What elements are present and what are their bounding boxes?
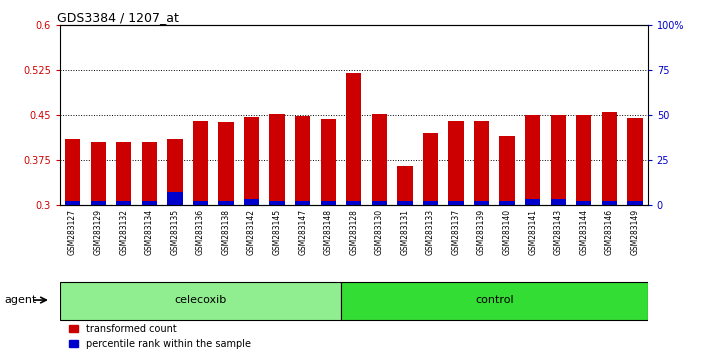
Bar xyxy=(65,139,80,205)
Text: GSM283148: GSM283148 xyxy=(324,209,333,255)
Bar xyxy=(627,118,643,205)
Text: GSM283139: GSM283139 xyxy=(477,209,486,255)
Bar xyxy=(218,201,234,205)
Bar xyxy=(142,142,157,205)
Bar xyxy=(218,122,234,205)
Bar xyxy=(448,201,464,205)
Text: GSM283129: GSM283129 xyxy=(94,209,103,255)
Text: GSM283131: GSM283131 xyxy=(401,209,410,255)
Text: GSM283143: GSM283143 xyxy=(554,209,562,255)
Bar xyxy=(270,201,284,205)
Text: celecoxib: celecoxib xyxy=(175,295,227,305)
Bar xyxy=(423,133,438,205)
Text: GSM283136: GSM283136 xyxy=(196,209,205,255)
Bar xyxy=(525,115,541,205)
Text: GSM283142: GSM283142 xyxy=(247,209,256,255)
Bar xyxy=(602,112,617,205)
Bar xyxy=(270,114,284,205)
Text: GSM283134: GSM283134 xyxy=(145,209,153,255)
Bar xyxy=(474,121,489,205)
Legend: transformed count, percentile rank within the sample: transformed count, percentile rank withi… xyxy=(65,320,255,353)
Text: GSM283141: GSM283141 xyxy=(528,209,537,255)
Text: GSM283127: GSM283127 xyxy=(68,209,77,255)
Bar xyxy=(320,119,336,205)
Bar xyxy=(167,192,182,205)
Bar xyxy=(551,115,566,205)
Text: agent: agent xyxy=(5,295,37,305)
Bar xyxy=(341,282,648,320)
Bar xyxy=(372,201,387,205)
Bar xyxy=(295,201,310,205)
Bar xyxy=(551,199,566,205)
Text: GSM283128: GSM283128 xyxy=(349,209,358,255)
Bar xyxy=(244,199,259,205)
Text: GSM283137: GSM283137 xyxy=(451,209,460,255)
Text: GSM283133: GSM283133 xyxy=(426,209,435,255)
Bar xyxy=(397,166,413,205)
Text: GSM283149: GSM283149 xyxy=(630,209,639,255)
Bar xyxy=(167,139,182,205)
Bar xyxy=(116,201,132,205)
Bar xyxy=(474,201,489,205)
Bar xyxy=(423,201,438,205)
Bar xyxy=(295,116,310,205)
Bar xyxy=(60,282,341,320)
Bar xyxy=(499,201,515,205)
Text: GSM283146: GSM283146 xyxy=(605,209,614,255)
Bar xyxy=(499,136,515,205)
Bar xyxy=(116,142,132,205)
Bar xyxy=(576,201,591,205)
Text: GSM283138: GSM283138 xyxy=(222,209,230,255)
Text: GSM283140: GSM283140 xyxy=(503,209,512,255)
Bar xyxy=(91,201,106,205)
Bar xyxy=(448,121,464,205)
Text: GSM283130: GSM283130 xyxy=(375,209,384,255)
Bar xyxy=(372,114,387,205)
Bar xyxy=(397,201,413,205)
Bar xyxy=(193,121,208,205)
Bar xyxy=(65,200,80,205)
Bar xyxy=(346,73,361,205)
Bar xyxy=(320,201,336,205)
Bar xyxy=(576,115,591,205)
Bar xyxy=(602,201,617,205)
Bar xyxy=(244,117,259,205)
Text: GDS3384 / 1207_at: GDS3384 / 1207_at xyxy=(57,11,179,24)
Text: GSM283144: GSM283144 xyxy=(579,209,589,255)
Text: GSM283135: GSM283135 xyxy=(170,209,180,255)
Text: GSM283132: GSM283132 xyxy=(119,209,128,255)
Text: GSM283145: GSM283145 xyxy=(272,209,282,255)
Bar xyxy=(142,201,157,205)
Text: control: control xyxy=(475,295,514,305)
Bar xyxy=(193,201,208,205)
Bar xyxy=(525,199,541,205)
Bar xyxy=(91,142,106,205)
Bar xyxy=(346,201,361,205)
Bar xyxy=(627,201,643,205)
Text: GSM283147: GSM283147 xyxy=(298,209,307,255)
